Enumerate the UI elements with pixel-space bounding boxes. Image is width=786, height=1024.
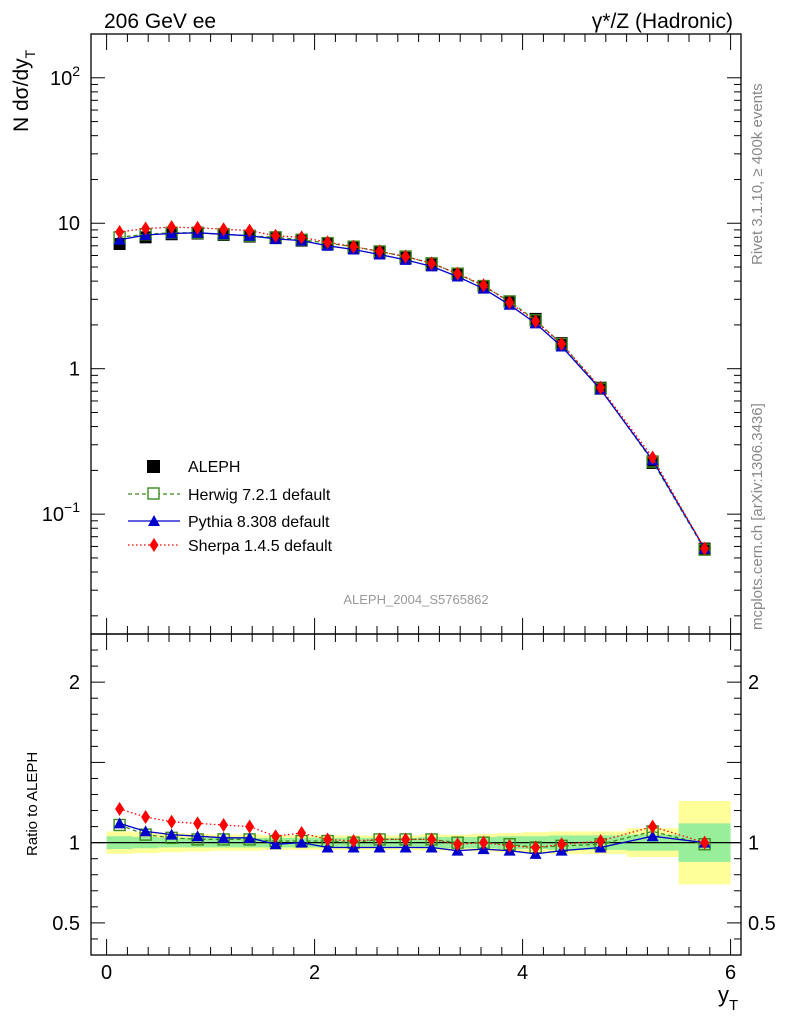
ratio-point-sherpa [193, 816, 203, 831]
ratio-point-pythia [165, 828, 178, 840]
ratio-point-pythia [399, 841, 412, 853]
ratio-point-sherpa [141, 809, 151, 824]
x-tick-label: 2 [309, 962, 320, 984]
legend-marker-herwig [147, 487, 160, 500]
main-point-sherpa [427, 256, 437, 271]
ratio-y-tick-label: 0.5 [52, 913, 80, 935]
main-point-pythia [113, 233, 126, 245]
main-y-tick-label: 10−1 [42, 499, 80, 526]
ratio-point-sherpa [375, 832, 385, 847]
main-point-sherpa [323, 235, 333, 250]
axes: 102 10 1 10−1 0.5 0.5 1 1 2 2 0 2 4 6 [42, 33, 776, 984]
main-point-sherpa [245, 223, 255, 238]
ratio-point-pythia [646, 830, 659, 842]
ratio-point-pythia [425, 841, 438, 853]
ratio-point-sherpa [505, 838, 515, 853]
main-point-sherpa [115, 225, 125, 240]
x-tick-label: 4 [517, 962, 528, 984]
ratio-y-tick-label: 2 [69, 672, 80, 694]
ratio-point-sherpa [557, 837, 567, 852]
ratio-point-pythia [295, 836, 308, 848]
ratio-point-pythia [243, 831, 256, 843]
x-tick-label: 0 [101, 962, 112, 984]
process-label: γ*/Z (Hadronic) [592, 10, 733, 33]
ratio-series [113, 801, 711, 859]
main-point-sherpa [453, 266, 463, 281]
x-axis-title: yT [718, 982, 738, 1014]
main-point-sherpa [479, 278, 489, 293]
main-y-tick-label: 1 [69, 359, 80, 381]
ratio-point-sherpa [245, 819, 255, 834]
legend-marker-aleph [147, 460, 160, 473]
legend: ALEPH Herwig 7.2.1 default Pythia 8.308 … [128, 459, 333, 555]
ratio-point-sherpa [479, 835, 489, 850]
main-point-sherpa [375, 244, 385, 259]
ratio-point-sherpa [427, 832, 437, 847]
ratio-point-pythia [191, 830, 204, 842]
ratio-point-pythia [139, 825, 152, 837]
main-point-sherpa [193, 220, 203, 235]
main-point-sherpa [271, 228, 281, 243]
ratio-y-tick-label-right: 1 [748, 833, 759, 855]
ratio-uncertainty-bands [91, 800, 741, 885]
legend-label-sherpa: Sherpa 1.4.5 default [188, 538, 333, 555]
ratio-point-pythia [113, 817, 126, 829]
main-point-sherpa [349, 239, 359, 254]
main-y-tick-label: 102 [50, 63, 80, 90]
ratio-y-tick-label-right: 2 [748, 672, 759, 694]
legend-label-aleph: ALEPH [188, 459, 240, 476]
main-point-sherpa [297, 230, 307, 245]
rivet-version-label: Rivet 3.1.10, ≥ 400k events [749, 83, 766, 265]
ratio-point-pythia [321, 841, 334, 853]
main-point-sherpa [505, 295, 515, 310]
ratio-point-sherpa [167, 814, 177, 829]
legend-marker-sherpa [149, 538, 159, 552]
main-point-sherpa [401, 249, 411, 264]
ratio-y-tick-label: 1 [69, 833, 80, 855]
main-point-sherpa [648, 450, 658, 465]
ratio-y-tick-label-right: 0.5 [748, 913, 776, 935]
ratio-point-sherpa [219, 817, 229, 832]
legend-label-pythia: Pythia 8.308 default [188, 514, 330, 531]
ratio-point-sherpa [115, 801, 125, 816]
ratio-point-sherpa [700, 835, 710, 850]
main-point-sherpa [219, 222, 229, 237]
analysis-id: ALEPH_2004_S5765862 [343, 592, 488, 607]
legend-label-herwig: Herwig 7.2.1 default [188, 487, 331, 504]
legend-marker-pythia [148, 515, 160, 526]
main-point-sherpa [531, 314, 541, 329]
ratio-point-pythia [373, 841, 386, 853]
main-point-sherpa [167, 220, 177, 235]
main-series [113, 220, 711, 556]
ratio-point-sherpa [596, 834, 606, 849]
ratio-point-sherpa [648, 819, 658, 834]
ratio-point-pythia [269, 838, 282, 850]
main-y-axis-title: N dσ/dyT [10, 49, 38, 132]
ratio-frame [90, 633, 742, 956]
ratio-point-sherpa [401, 832, 411, 847]
ratio-point-sherpa [271, 829, 281, 844]
mcplots-reference-label: mcplots.cern.ch [arXiv:1306.3436] [749, 403, 766, 630]
main-point-sherpa [141, 221, 151, 236]
ratio-point-sherpa [297, 826, 307, 841]
ratio-point-sherpa [531, 840, 541, 855]
energy-label: 206 GeV ee [104, 10, 216, 33]
ratio-y-axis-title: Ratio to ALEPH [24, 752, 41, 856]
main-point-sherpa [557, 336, 567, 351]
ratio-point-sherpa [453, 837, 463, 852]
ratio-point-sherpa [349, 834, 359, 849]
ratio-point-pythia [217, 831, 230, 843]
x-tick-label: 6 [725, 962, 736, 984]
main-point-sherpa [596, 380, 606, 395]
main-point-sherpa [700, 541, 710, 556]
main-y-tick-label: 10 [58, 213, 80, 235]
ratio-point-sherpa [323, 832, 333, 847]
